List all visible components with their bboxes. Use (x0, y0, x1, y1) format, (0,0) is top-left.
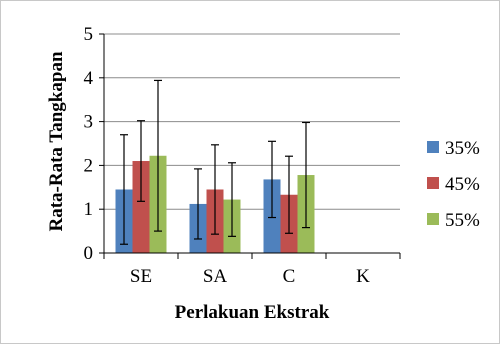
legend-swatch (427, 177, 439, 189)
legend-label: 55% (445, 210, 480, 231)
x-tick-label: SE (130, 266, 152, 287)
x-axis-title: Perlakuan Ekstrak (175, 302, 330, 323)
x-tick-label: K (356, 266, 370, 287)
y-tick-label: 3 (84, 112, 94, 133)
bars (115, 79, 315, 253)
y-tick-label: 2 (84, 155, 94, 176)
legend-swatch (427, 213, 439, 225)
x-tick-label: C (283, 266, 296, 287)
legend-label: 35% (445, 138, 480, 159)
legend-swatch (427, 141, 439, 153)
legend: 35% 45% 55% (427, 138, 480, 231)
y-axis-title: Rata-Rata Tangkapan (46, 51, 67, 231)
y-tick-label: 0 (84, 243, 94, 264)
x-tick-label: SA (203, 266, 228, 287)
y-tick-label: 5 (84, 24, 94, 45)
y-tick-label: 1 (84, 199, 94, 220)
tick-labels: 0 1 2 3 4 5 SE SA C K (84, 24, 371, 287)
legend-label: 45% (445, 174, 480, 195)
axes (99, 33, 401, 259)
y-tick-label: 4 (84, 68, 94, 89)
bar (132, 161, 150, 253)
